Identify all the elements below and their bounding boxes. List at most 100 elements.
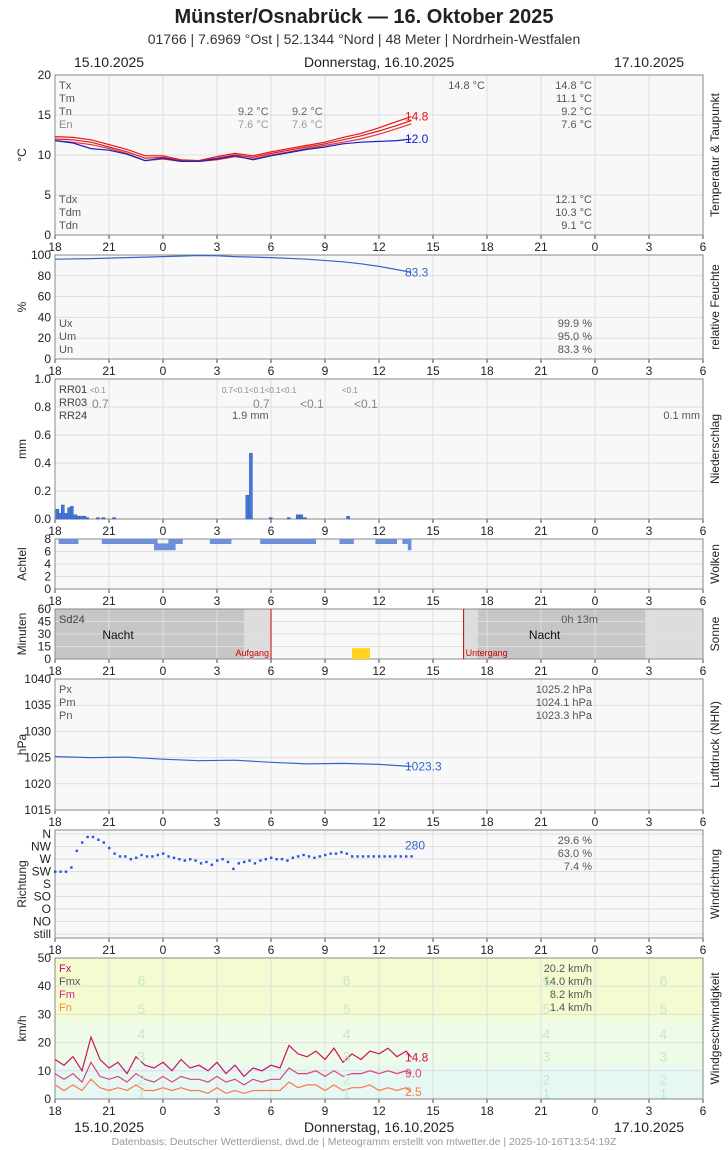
wind_speed-ytick-label: 20 [38, 1036, 52, 1050]
wind-dir-point [270, 856, 273, 860]
clouds-ytick-label: 0 [44, 582, 51, 596]
bft-label: 3 [543, 1049, 551, 1065]
wind-dir-point [118, 855, 122, 858]
temperature-legend-En: En [59, 119, 72, 131]
bft-label: 6 [343, 973, 351, 989]
wind-dir-point [313, 856, 316, 860]
sunshine-xtick-label: 9 [322, 664, 329, 678]
wind-dir-point [259, 859, 262, 862]
temp-mid-value: 9.2 °C [292, 106, 323, 118]
precip-rr03-val: <0.1 [354, 397, 378, 411]
wind-dir-point [140, 853, 143, 857]
bft-label: 2 [660, 1071, 668, 1087]
temperature-ytick-label: 5 [44, 188, 51, 202]
wind_direction-side-label: Windrichtung [708, 849, 722, 919]
wind-dir-point [210, 863, 213, 866]
wind-dir-point [286, 859, 289, 862]
temperature-ytick-label: 0 [44, 228, 51, 242]
wind_speed-side-label: Windgeschwindigkeit [708, 972, 722, 1085]
footer-credit: Datenbasis: Deutscher Wetterdienst, dwd.… [111, 1136, 617, 1148]
bft-label: 1 [343, 1085, 351, 1101]
sunshine-ytick-label: 0 [44, 652, 51, 666]
temperature-frame [54, 74, 704, 236]
temp-mid-value: 9.2 °C [238, 106, 269, 118]
humidity-legend-Ux: Ux [59, 318, 73, 330]
wind-dir-point [199, 862, 203, 865]
pressure-xtick-label: 21 [534, 815, 548, 829]
wind_direction-xtick-label: 18 [48, 943, 62, 957]
pressure-xtick-label: 15 [426, 815, 440, 829]
wind-dir-point [291, 856, 294, 860]
temperature-xtick-label: 0 [592, 240, 599, 254]
pressure-ytick-label: 1025 [24, 751, 51, 765]
pressure-ytick-label: 1040 [24, 672, 51, 686]
precip-bar [96, 517, 100, 520]
date-center-top: Donnerstag, 16.10.2025 [304, 54, 455, 70]
wind-dir-point [75, 849, 78, 853]
humidity-xtick-label: 0 [592, 364, 599, 378]
wind-dir-point [297, 855, 300, 858]
wind_speed-ytick-label: 50 [38, 951, 52, 965]
bft-label: 2 [138, 1071, 146, 1087]
humidity-xtick-label: 18 [480, 364, 494, 378]
humidity-frame [54, 254, 704, 360]
temperature-xtick-label: 3 [646, 240, 653, 254]
wind-dir-point [70, 866, 73, 869]
wind-dir-point [232, 867, 235, 871]
wind_speed-legend-Fm: Fm [59, 989, 75, 1001]
humidity-ytick-label: 0 [44, 352, 51, 366]
temperature-xtick-label: 6 [268, 240, 275, 254]
wind_direction-xtick-label: 0 [160, 943, 167, 957]
humidity-xtick-label: 6 [268, 364, 275, 378]
wind-dir-point [54, 870, 57, 873]
series-line-Fm [54, 1061, 412, 1086]
cloud-band [58, 539, 79, 544]
wind_speed-ytick-label: 10 [38, 1064, 52, 1078]
cloud-band [407, 543, 412, 551]
wind-dir-point [334, 852, 338, 855]
wind_direction-xtick-label: 0 [592, 943, 599, 957]
wind_direction-xtick-label: 18 [480, 943, 494, 957]
temperature-legend-Tdm: Tdm [59, 207, 81, 219]
humidity-ytick-label: 100 [31, 248, 51, 262]
pressure-xtick-label: 6 [700, 815, 707, 829]
precip-rr03-val: 0.7 [92, 397, 109, 411]
pressure-xtick-label: 0 [160, 815, 167, 829]
sunshine-xtick-label: 21 [102, 664, 116, 678]
wind-dir-point [405, 855, 408, 858]
temperature-legend-Tm: Tm [59, 93, 75, 105]
temperature-xtick-label: 9 [322, 240, 329, 254]
wind_direction-ytick-label: S [43, 877, 51, 891]
temperature-ytick-label: 20 [38, 68, 52, 82]
humidity-xtick-label: 6 [700, 364, 707, 378]
humidity-xtick-label: 12 [372, 364, 386, 378]
bft-label: 1 [660, 1085, 668, 1101]
precip-bar [299, 514, 304, 520]
wind-dir-point [394, 855, 397, 858]
wind_speed-xtick-label: 21 [102, 1104, 116, 1118]
pressure-ylabel: hPa [15, 734, 29, 756]
wind_speed-end-label: 14.8 [405, 1050, 429, 1064]
sun-legend-Sd24: Sd24 [59, 614, 85, 626]
wind_speed-xtick-label: 0 [160, 1104, 167, 1118]
precipitation-frame [54, 378, 704, 520]
humidity-end-label: 83.3 [405, 265, 429, 279]
temp-mid-value: 7.6 °C [238, 119, 269, 131]
date-right-bottom: 17.10.2025 [614, 1119, 685, 1135]
temperature-xtick-label: 18 [48, 240, 62, 254]
wind_direction-ytick-label: N [42, 827, 51, 841]
precip-rr03-val: <0.1 [300, 397, 324, 411]
wind-dir-point [91, 835, 95, 839]
precipitation-xtick-label: 3 [646, 524, 653, 538]
clouds-xtick-label: 0 [592, 594, 599, 608]
sunshine-ytick-label: 45 [38, 615, 52, 629]
pressure-stat: 1025.2 hPa [536, 684, 593, 696]
date-center-bottom: Donnerstag, 16.10.2025 [304, 1119, 455, 1135]
sunshine-xtick-label: 6 [700, 664, 707, 678]
bft-label: 5 [660, 1001, 668, 1017]
precip-bar [346, 515, 350, 520]
wind-dir-point [226, 860, 230, 864]
precip-rr24-val: 1.9 mm [232, 410, 269, 422]
clouds-xtick-label: 15 [426, 594, 440, 608]
bft-label: 3 [343, 1049, 351, 1065]
